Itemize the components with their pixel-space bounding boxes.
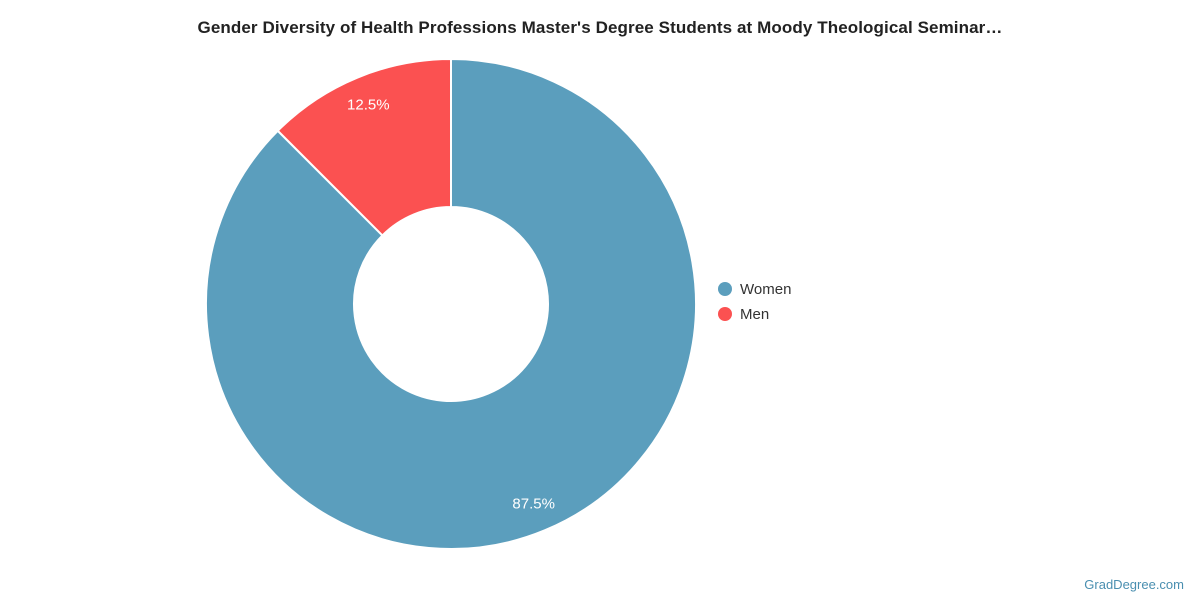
watermark-link[interactable]: GradDegree.com bbox=[1084, 577, 1184, 592]
slice-men[interactable] bbox=[276, 58, 452, 237]
legend-label: Men bbox=[740, 305, 770, 323]
legend-swatch-icon bbox=[718, 282, 732, 296]
legend-swatch-icon bbox=[718, 307, 732, 321]
chart-title: Gender Diversity of Health Professions M… bbox=[197, 18, 1003, 37]
donut-svg: 87.5% 12.5% bbox=[205, 58, 697, 550]
donut-chart: 87.5% 12.5% bbox=[205, 58, 697, 550]
slice-women[interactable] bbox=[205, 58, 697, 550]
legend-item-women[interactable]: Women bbox=[718, 278, 791, 300]
slice-label-men: 12.5% bbox=[347, 96, 390, 113]
legend: Women Men bbox=[718, 278, 791, 325]
slice-label-women: 87.5% bbox=[512, 496, 555, 513]
legend-label: Women bbox=[740, 280, 792, 298]
legend-item-men[interactable]: Men bbox=[718, 303, 791, 325]
